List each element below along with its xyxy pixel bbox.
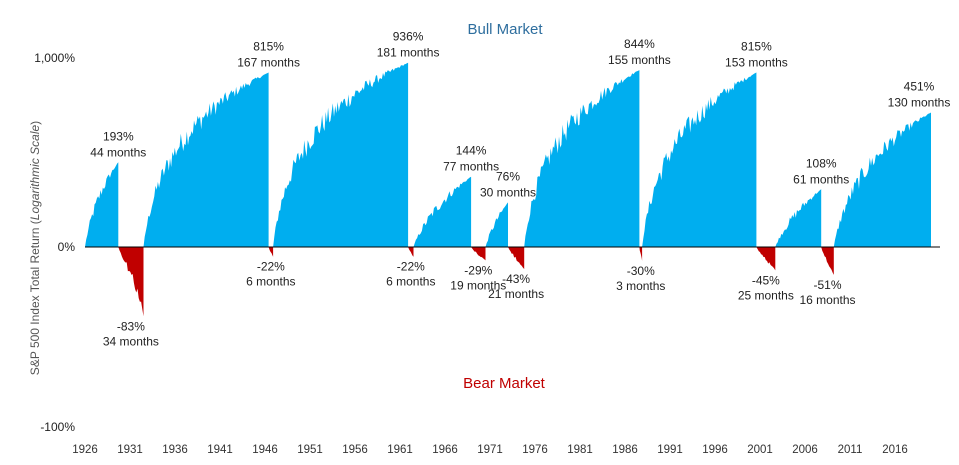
x-tick-label: 2011 (838, 444, 863, 456)
x-tick-label: 1986 (612, 444, 638, 456)
y-axis-label-italic: Logarithmic Scale (28, 124, 42, 220)
bear-market-area (408, 247, 414, 257)
bull-return-label: 844% (624, 37, 655, 51)
bear-market-area (508, 247, 525, 269)
bull-return-label: 108% (806, 156, 837, 170)
x-tick-label: 2001 (747, 444, 773, 456)
bull-market-title: Bull Market (467, 21, 543, 38)
bear-market-area (756, 247, 776, 271)
x-tick-label: 1991 (657, 444, 683, 456)
y-axis-label: S&P 500 Index Total Return (Logarithmic … (28, 121, 42, 375)
x-tick-label: 2016 (882, 444, 908, 456)
bull-market-area (413, 176, 472, 247)
x-tick-label: 1961 (387, 444, 413, 456)
x-tick-label: 1926 (72, 444, 98, 456)
bear-duration-label: 25 months (738, 288, 794, 302)
x-axis-ticks: 1926 1931 1936 1941 1946 1951 1956 1961 1966 1971… (72, 444, 908, 456)
bear-duration-label: 6 months (246, 275, 295, 289)
bull-duration-label: 77 months (443, 160, 499, 174)
bull-return-label: 815% (741, 40, 772, 54)
market-annotations: 193% 44 months 815% 167 months 936% 181 month… (90, 30, 950, 349)
bull-return-label: 144% (456, 144, 487, 158)
bear-return-label: -43% (502, 272, 530, 286)
bull-duration-label: 155 months (608, 53, 671, 67)
bull-return-label: 193% (103, 129, 134, 143)
bull-market-area (524, 70, 640, 247)
y-axis-label-main: S&P 500 Index Total Return ( (28, 220, 42, 375)
bull-duration-label: 30 months (480, 185, 536, 199)
y-tick-label: 0% (58, 240, 76, 254)
bear-return-label: -22% (397, 260, 425, 274)
bear-duration-label: 34 months (103, 334, 159, 348)
x-tick-label: 1951 (297, 444, 323, 456)
x-tick-label: 1971 (477, 444, 503, 456)
bull-duration-label: 130 months (888, 95, 951, 109)
bear-market-title: Bear Market (463, 375, 546, 392)
bear-duration-label: 6 months (386, 275, 435, 289)
bear-duration-label: 21 months (488, 287, 544, 301)
x-tick-label: 1936 (162, 444, 188, 456)
bull-market-area (775, 189, 822, 247)
bull-market-area (485, 202, 508, 247)
bull-return-label: 936% (393, 30, 424, 44)
bull-duration-label: 181 months (377, 46, 440, 60)
bull-return-label: 815% (253, 40, 284, 54)
bear-return-label: -83% (117, 319, 145, 333)
y-tick-label: 1,000% (34, 51, 75, 65)
x-tick-label: 1981 (567, 444, 593, 456)
bear-return-label: -51% (813, 278, 841, 292)
bull-return-label: 451% (904, 79, 935, 93)
x-tick-label: 1996 (702, 444, 728, 456)
y-tick-label: -100% (40, 420, 75, 434)
x-tick-label: 2006 (792, 444, 818, 456)
bear-duration-label: 19 months (450, 278, 506, 292)
y-axis-ticks: 1,000% 0% -100% (34, 51, 75, 434)
bull-duration-label: 44 months (90, 145, 146, 159)
area-layer (85, 62, 931, 317)
bull-market-area (273, 62, 409, 248)
x-tick-label: 1976 (522, 444, 548, 456)
y-axis-label-close: ) (28, 121, 42, 125)
bear-return-label: -22% (257, 260, 285, 274)
bull-market-area (143, 72, 269, 247)
bear-duration-label: 16 months (799, 293, 855, 307)
bear-market-area (268, 247, 274, 257)
x-tick-label: 1931 (117, 444, 143, 456)
bear-market-area (471, 247, 486, 261)
bear-return-label: -29% (464, 263, 492, 277)
bear-market-area (639, 247, 643, 261)
x-tick-label: 1966 (432, 444, 458, 456)
bear-duration-label: 3 months (616, 279, 665, 293)
bear-return-label: -45% (752, 273, 780, 287)
x-tick-label: 1956 (342, 444, 368, 456)
bull-return-label: 76% (496, 169, 520, 183)
bear-market-area (118, 247, 144, 317)
bear-market-area (821, 247, 834, 275)
bull-market-area (85, 162, 119, 247)
bull-market-area (833, 112, 931, 247)
x-tick-label: 1946 (252, 444, 278, 456)
bull-duration-label: 61 months (793, 172, 849, 186)
x-tick-label: 1941 (207, 444, 233, 456)
bull-duration-label: 167 months (237, 56, 300, 70)
bull-duration-label: 153 months (725, 56, 788, 70)
bear-return-label: -30% (627, 264, 655, 278)
bull-market-area (642, 72, 757, 247)
